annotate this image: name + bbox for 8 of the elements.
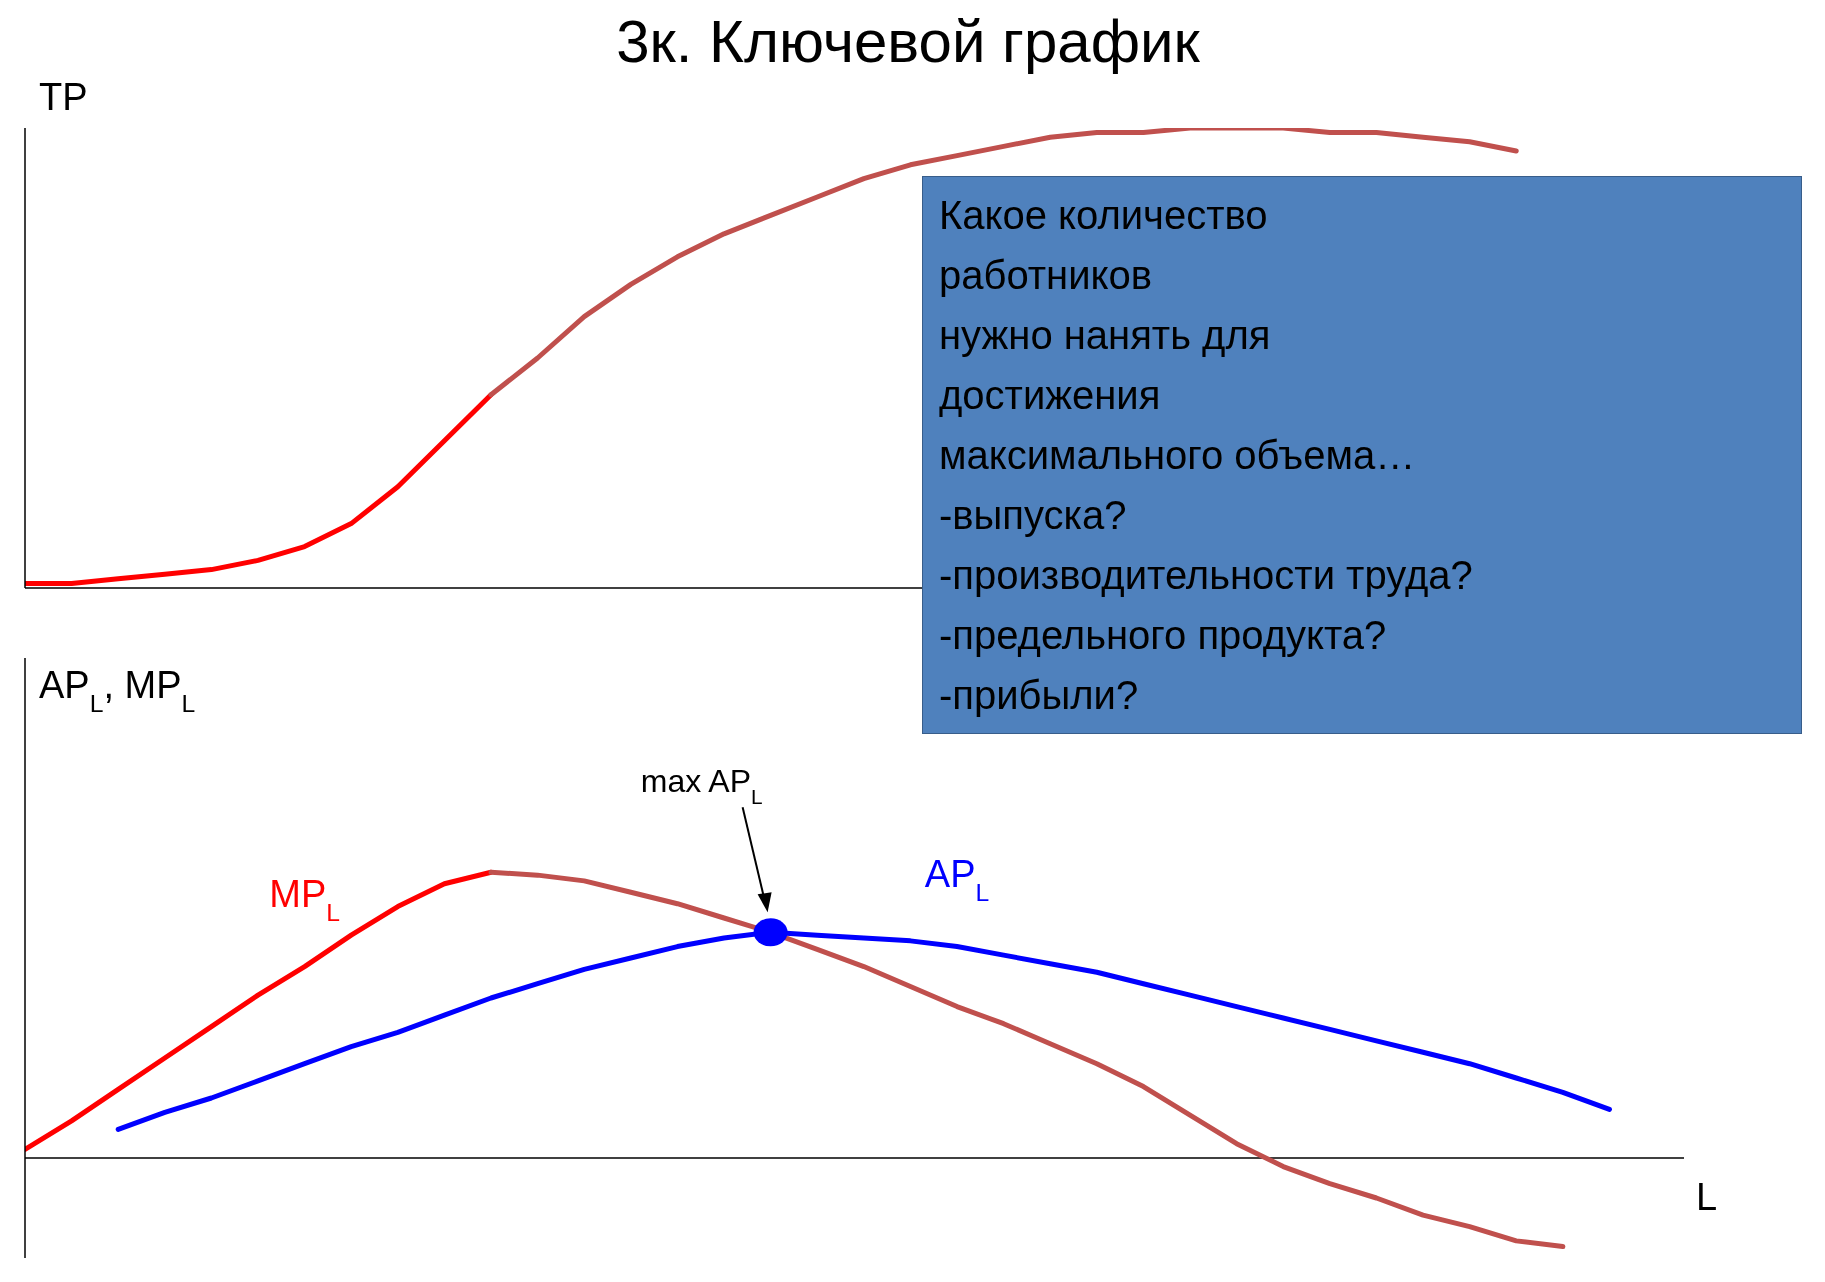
series-label: AP$_{L}$ — [924, 852, 990, 906]
text: max AP$_{L}$ — [640, 763, 763, 808]
y-axis-title: AP$_{L}$, MP$_{L}$ — [39, 664, 196, 717]
text: Какое количество работников нужно нанять для достижения максимального объема… -выпуска? -производительности труда? -предельного продукта? -прибыли? — [939, 193, 1473, 717]
series-label: MP$_{L}$ — [269, 872, 340, 926]
chart-title: 3к. Ключевой график — [615, 8, 1201, 76]
y-axis-title: TP — [39, 76, 88, 118]
x-axis-title: L — [1696, 1176, 1718, 1218]
